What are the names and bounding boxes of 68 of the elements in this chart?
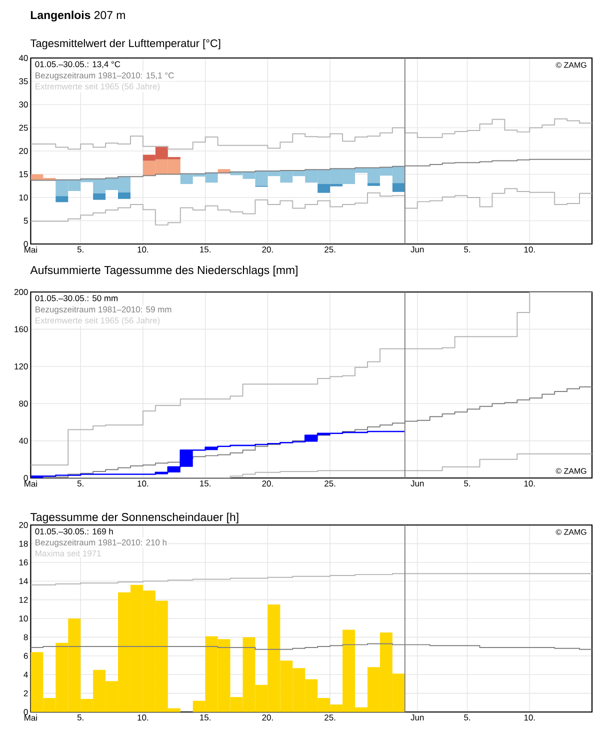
y-tick-label: 40	[18, 438, 28, 444]
x-tick-label: 20.	[262, 480, 273, 487]
x-tick-label: 5.	[464, 480, 470, 486]
x-tick-label: 10.	[524, 714, 535, 721]
y-tick-label: 25	[19, 124, 28, 131]
x-tick-label: 5.	[464, 714, 470, 720]
annotation: 01.05.–30.05.: 50 mm	[35, 295, 118, 302]
bar	[93, 193, 106, 200]
y-tick-label: 200	[14, 289, 28, 295]
x-tick-label: Jun	[410, 480, 424, 486]
chart-title: Aufsummierte Tagessumme des Niederschlags [mm]	[30, 266, 298, 276]
y-tick-label: 160	[14, 326, 28, 332]
y-tick-label: 8	[24, 634, 28, 640]
y-tick-label: 40	[18, 55, 28, 61]
x-tick-label: 25.	[324, 246, 336, 253]
annotation: 01.05.–30.05.: 169 h	[35, 528, 113, 534]
x-tick-label: Mai	[24, 714, 37, 721]
chart-subtitle: Tagesmittelwert der Lufttemperatur [°C]	[30, 39, 220, 50]
y-tick-label: 10	[19, 194, 28, 200]
annotation: Bezugszeitraum 1981–2010: 59 mm	[36, 306, 172, 314]
x-tick-label: 15.	[200, 714, 210, 720]
x-tick-label: 15.	[200, 246, 210, 252]
x-tick-label: 20.	[262, 246, 273, 253]
x-tick-label: 25.	[324, 714, 336, 721]
y-tick-label: 0	[24, 475, 28, 481]
annotation: 01.05.–30.05.: 13,4 °C	[35, 61, 120, 68]
chart-title: Langenlois 207 m	[30, 10, 125, 22]
y-tick-label: 18	[19, 540, 28, 547]
x-tick-label: 5.	[77, 480, 84, 486]
x-tick-label: 5.	[464, 246, 470, 252]
x-tick-label: Mai	[24, 246, 37, 253]
x-tick-label: 5.	[77, 714, 84, 720]
y-tick-label: 16	[19, 559, 28, 566]
bar	[392, 183, 405, 192]
x-tick-label: 15.	[200, 480, 210, 486]
x-tick-label: 5.	[77, 246, 84, 252]
bar	[367, 183, 380, 186]
y-tick-label: 20	[19, 522, 28, 528]
y-tick-label: 80	[19, 400, 28, 407]
chart-title: Tagessumme der Sonnenscheindauer [h]	[30, 512, 238, 524]
x-tick-label: 10.	[138, 246, 148, 253]
x-tick-label: Mai	[24, 480, 37, 487]
y-tick-label: 30	[19, 102, 28, 108]
y-tick-label: 5	[24, 218, 28, 224]
y-tick-label: 6	[24, 652, 28, 659]
x-tick-label: Jun	[410, 714, 424, 720]
y-tick-label: 14	[19, 578, 28, 584]
x-tick-label: 25.	[324, 480, 336, 487]
bar	[56, 196, 68, 202]
x-tick-label: 10.	[524, 246, 535, 253]
y-tick-label: 35	[19, 78, 28, 84]
y-tick-label: 0	[24, 709, 28, 715]
y-tick-label: 10	[19, 616, 28, 622]
y-tick-label: 120	[14, 363, 28, 370]
annotation: Bezugszeitraum 1981–2010: 210 h	[36, 539, 166, 548]
y-tick-label: 20	[19, 148, 28, 154]
annotation: Bezugszeitraum 1981–2010: 15,1 °C	[36, 72, 174, 80]
bar	[118, 192, 130, 199]
y-tick-label: 12	[19, 596, 28, 603]
x-tick-label: Jun	[410, 246, 424, 252]
y-tick-label: 4	[24, 672, 28, 678]
x-tick-label: 20.	[262, 714, 273, 721]
y-tick-label: 2	[24, 690, 28, 696]
x-tick-label: 10.	[524, 480, 535, 487]
x-tick-label: 10.	[138, 480, 148, 487]
x-tick-label: 10.	[138, 714, 148, 721]
y-tick-label: 15	[19, 171, 28, 178]
y-tick-label: 0	[24, 241, 28, 247]
